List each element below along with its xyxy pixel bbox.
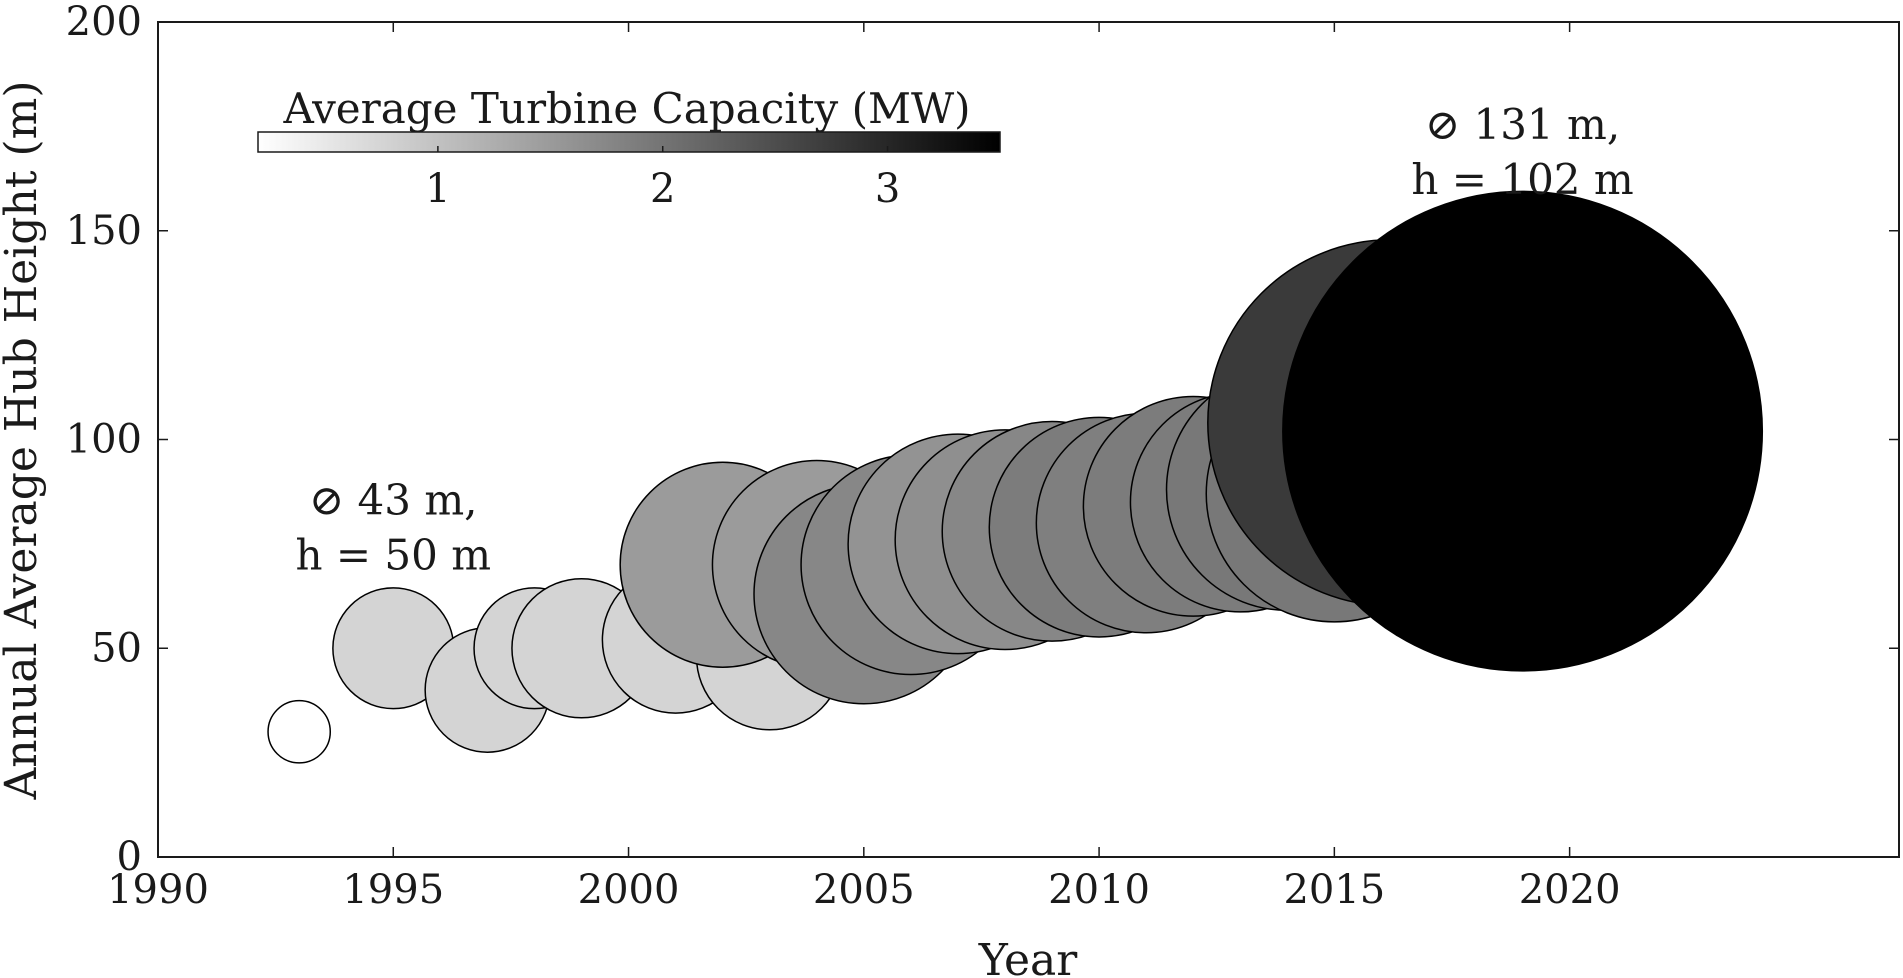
x-tick-label: 1995 <box>342 867 444 913</box>
x-tick-label: 2015 <box>1283 867 1385 913</box>
x-tick-label: 2020 <box>1519 867 1621 913</box>
y-tick-label: 0 <box>117 834 142 880</box>
annotation-diameter-1: ⊘ 131 m, <box>1425 100 1620 149</box>
y-tick-label: 50 <box>91 625 142 671</box>
y-tick-label: 150 <box>66 208 142 254</box>
x-tick-label: 2005 <box>813 867 915 913</box>
annotation-diameter-0: ⊘ 43 m, <box>309 476 478 525</box>
bubble-layer <box>267 190 1764 764</box>
bubble-1993 <box>267 699 332 764</box>
annotations: ⊘ 43 m, h = 50 m ⊘ 131 m, h = 102 m <box>295 100 1633 580</box>
x-tick-label: 2000 <box>578 867 680 913</box>
bubble-2019 <box>1282 190 1764 672</box>
colorbar: Average Turbine Capacity (MW) 1 2 3 <box>257 84 1001 212</box>
x-tick-label: 1990 <box>107 867 209 913</box>
colorbar-title: Average Turbine Capacity (MW) <box>282 84 970 133</box>
annotation-height-0: h = 50 m <box>295 531 491 580</box>
colorbar-ticks: 1 2 3 <box>425 146 900 212</box>
x-axis-ticks: 1990 1995 2000 2005 2010 2015 2020 <box>107 22 1621 913</box>
colorbar-gradient <box>257 131 1001 153</box>
x-axis-label: Year <box>978 935 1078 978</box>
colorbar-tick-label: 3 <box>875 166 900 212</box>
colorbar-tick-label: 2 <box>650 166 675 212</box>
colorbar-tick-label: 1 <box>425 166 450 212</box>
annotation-height-1: h = 102 m <box>1411 155 1633 204</box>
y-axis-ticks: 0 50 100 150 200 <box>66 0 1899 880</box>
y-axis-label: Annual Average Hub Height (m) <box>0 81 47 801</box>
x-tick-label: 2010 <box>1048 867 1150 913</box>
y-tick-label: 200 <box>66 0 142 45</box>
y-tick-label: 100 <box>66 417 142 463</box>
